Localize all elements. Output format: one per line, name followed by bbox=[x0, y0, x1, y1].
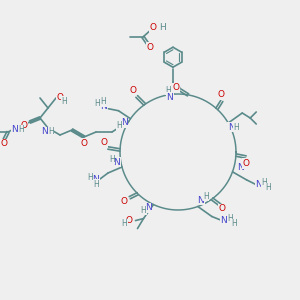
Text: H: H bbox=[48, 128, 54, 136]
Text: O: O bbox=[217, 90, 224, 99]
Text: N: N bbox=[220, 216, 227, 225]
Text: H: H bbox=[203, 192, 209, 201]
Text: H: H bbox=[18, 125, 24, 134]
Text: O: O bbox=[126, 216, 133, 225]
Text: O: O bbox=[149, 23, 157, 32]
Text: O: O bbox=[100, 139, 107, 148]
Text: O: O bbox=[146, 43, 154, 52]
Text: H: H bbox=[141, 206, 146, 215]
Text: O: O bbox=[1, 140, 7, 148]
Text: H: H bbox=[233, 122, 239, 131]
Text: O: O bbox=[20, 122, 28, 130]
Text: H: H bbox=[231, 219, 237, 228]
Text: N: N bbox=[145, 203, 152, 212]
Text: H: H bbox=[227, 214, 233, 223]
Text: O: O bbox=[56, 94, 64, 103]
Text: H: H bbox=[165, 86, 171, 95]
Text: N: N bbox=[114, 158, 120, 166]
Text: H: H bbox=[87, 172, 93, 182]
Text: O: O bbox=[120, 197, 127, 206]
Text: H: H bbox=[94, 99, 100, 108]
Text: H: H bbox=[100, 97, 106, 106]
Text: H: H bbox=[93, 179, 99, 188]
Text: N: N bbox=[197, 196, 204, 205]
Text: H: H bbox=[122, 219, 128, 228]
Text: N: N bbox=[228, 122, 235, 131]
Text: H: H bbox=[266, 183, 272, 192]
Text: H: H bbox=[109, 154, 115, 164]
Text: O: O bbox=[172, 83, 180, 92]
Text: N: N bbox=[12, 125, 18, 134]
Text: N: N bbox=[255, 180, 262, 189]
Text: N: N bbox=[100, 102, 107, 111]
Text: N: N bbox=[237, 163, 244, 172]
Polygon shape bbox=[173, 85, 180, 94]
Text: N: N bbox=[42, 128, 48, 136]
Text: O: O bbox=[80, 139, 88, 148]
Text: H: H bbox=[262, 178, 267, 187]
Text: H: H bbox=[243, 159, 248, 168]
Text: N: N bbox=[167, 93, 173, 102]
Text: O: O bbox=[219, 204, 226, 213]
Text: H: H bbox=[117, 121, 122, 130]
Text: N: N bbox=[121, 118, 128, 127]
Text: O: O bbox=[242, 158, 249, 167]
Text: N: N bbox=[93, 175, 99, 184]
Text: H: H bbox=[61, 97, 67, 106]
Text: H: H bbox=[160, 23, 167, 32]
Text: O: O bbox=[129, 86, 136, 95]
